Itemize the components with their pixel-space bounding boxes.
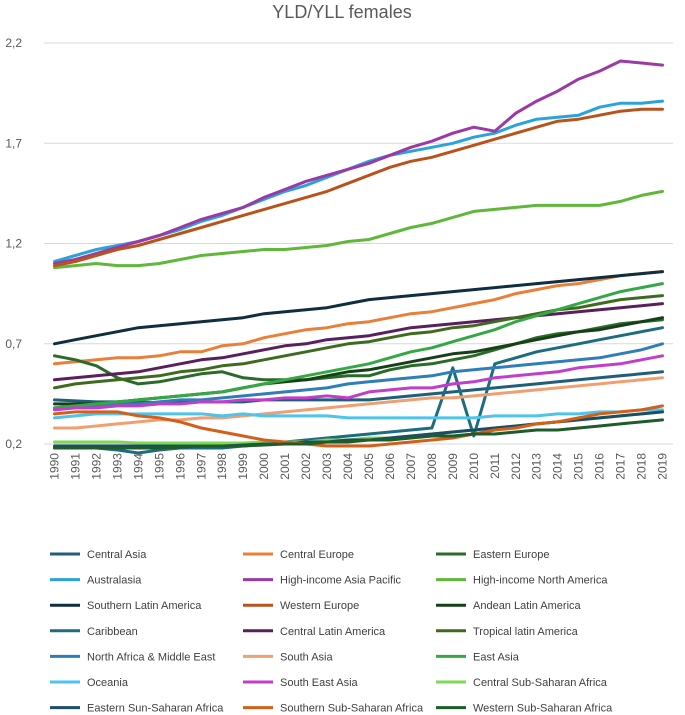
legend-item: Central Europe xyxy=(243,549,354,561)
legend-label: Caribbean xyxy=(87,626,138,638)
legend-label: Western Sub-Saharan Africa xyxy=(473,703,613,715)
legend-label: Eastern Sun-Saharan Africa xyxy=(87,703,224,715)
x-tick-label: 2000 xyxy=(257,453,271,480)
series-line xyxy=(53,294,664,390)
x-tick-label: 2012 xyxy=(509,453,523,480)
legend-label: High-income North America xyxy=(473,575,608,587)
legend-item: Eastern Europe xyxy=(436,549,549,561)
legend-label: Central Latin America xyxy=(280,626,386,638)
series-line xyxy=(53,326,664,455)
series-line xyxy=(53,302,664,382)
x-tick-label: 1994 xyxy=(131,453,145,480)
legend-label: Western Europe xyxy=(280,600,359,612)
x-tick-label: 2019 xyxy=(656,453,670,480)
x-tick-label: 2001 xyxy=(278,453,292,480)
x-tick-label: 1998 xyxy=(215,453,229,480)
legend-item: Central Sub-Saharan Africa xyxy=(436,677,608,689)
legend-item: Australasia xyxy=(50,575,142,587)
legend-item: High-income Asia Pacific xyxy=(243,575,402,587)
x-tick-label: 2007 xyxy=(404,453,418,480)
series-line xyxy=(53,270,664,366)
x-tick-label: 2016 xyxy=(593,453,607,480)
chart-title: YLD/YLL females xyxy=(272,2,411,22)
series-line xyxy=(53,59,664,265)
legend-item: Central Latin America xyxy=(243,626,386,638)
legend-item: East Asia xyxy=(436,651,520,663)
x-tick-label: 1993 xyxy=(110,453,124,480)
series-line xyxy=(53,99,664,263)
legend-item: Western Europe xyxy=(243,600,359,612)
series-line xyxy=(53,418,664,450)
series-line xyxy=(53,354,664,412)
legend-item: Caribbean xyxy=(50,626,138,638)
x-tick-label: 2004 xyxy=(341,453,355,480)
series-line xyxy=(53,404,664,448)
series-line xyxy=(53,342,664,410)
legend-label: Australasia xyxy=(87,575,142,587)
series-line xyxy=(53,376,664,430)
series-line xyxy=(53,408,664,420)
series-line xyxy=(53,270,664,346)
x-tick-label: 2015 xyxy=(572,453,586,480)
legend-label: Southern Sub-Saharan Africa xyxy=(280,703,424,715)
x-tick-label: 1990 xyxy=(47,453,61,480)
legend-item: High-income North America xyxy=(436,575,608,587)
legend-label: South Asia xyxy=(280,651,333,663)
x-tick-label: 1991 xyxy=(68,453,82,480)
legend-item: Tropical latin America xyxy=(436,626,579,638)
legend-item: Western Sub-Saharan Africa xyxy=(436,703,613,715)
x-tick-label: 2018 xyxy=(635,453,649,480)
legend-label: East Asia xyxy=(473,651,520,663)
legend-item: Southern Latin America xyxy=(50,600,202,612)
legend-label: Central Sub-Saharan Africa xyxy=(473,677,608,689)
legend-label: Central Asia xyxy=(87,549,147,561)
x-tick-label: 2017 xyxy=(614,453,628,480)
legend-label: Andean Latin America xyxy=(473,600,582,612)
x-tick-label: 1997 xyxy=(194,453,208,480)
x-tick-label: 2003 xyxy=(320,453,334,480)
x-tick-label: 2002 xyxy=(299,453,313,480)
x-tick-label: 1999 xyxy=(236,453,250,480)
legend-item: Eastern Sun-Saharan Africa xyxy=(50,703,224,715)
legend-label: South East Asia xyxy=(280,677,359,689)
x-tick-label: 2005 xyxy=(362,453,376,480)
x-tick-label: 1995 xyxy=(152,453,166,480)
legend-label: Oceania xyxy=(87,677,129,689)
series-line xyxy=(53,282,664,410)
legend-label: Central Europe xyxy=(280,549,354,561)
series-line xyxy=(53,107,664,268)
x-tick-label: 2011 xyxy=(488,453,502,479)
y-tick-label: 0,2 xyxy=(5,437,22,451)
y-tick-label: 1,7 xyxy=(5,136,22,150)
x-tick-label: 2006 xyxy=(383,453,397,480)
legend-item: North Africa & Middle East xyxy=(50,651,215,663)
series-line xyxy=(53,318,664,386)
x-tick-label: 2014 xyxy=(551,453,565,480)
y-tick-label: 1,2 xyxy=(5,237,22,251)
legend-label: Tropical latin America xyxy=(473,626,579,638)
series-line xyxy=(53,189,664,270)
x-tick-label: 2009 xyxy=(446,453,460,480)
x-tick-label: 2013 xyxy=(530,453,544,480)
legend-item: Central Asia xyxy=(50,549,147,561)
legend-item: South Asia xyxy=(243,651,333,663)
legend-label: Southern Latin America xyxy=(87,600,202,612)
y-tick-label: 0,7 xyxy=(5,337,22,351)
legend-item: Oceania xyxy=(50,677,129,689)
legend-label: North Africa & Middle East xyxy=(87,651,215,663)
x-tick-label: 1992 xyxy=(89,453,103,480)
legend-item: South East Asia xyxy=(243,677,359,689)
legend-item: Southern Sub-Saharan Africa xyxy=(243,703,424,715)
y-tick-label: 2,2 xyxy=(5,36,22,50)
x-tick-label: 2008 xyxy=(425,453,439,480)
legend-label: Eastern Europe xyxy=(473,549,549,561)
legend-item: Andean Latin America xyxy=(436,600,582,612)
x-tick-label: 2010 xyxy=(467,453,481,480)
legend-label: High-income Asia Pacific xyxy=(280,575,402,587)
x-tick-label: 1996 xyxy=(173,453,187,480)
